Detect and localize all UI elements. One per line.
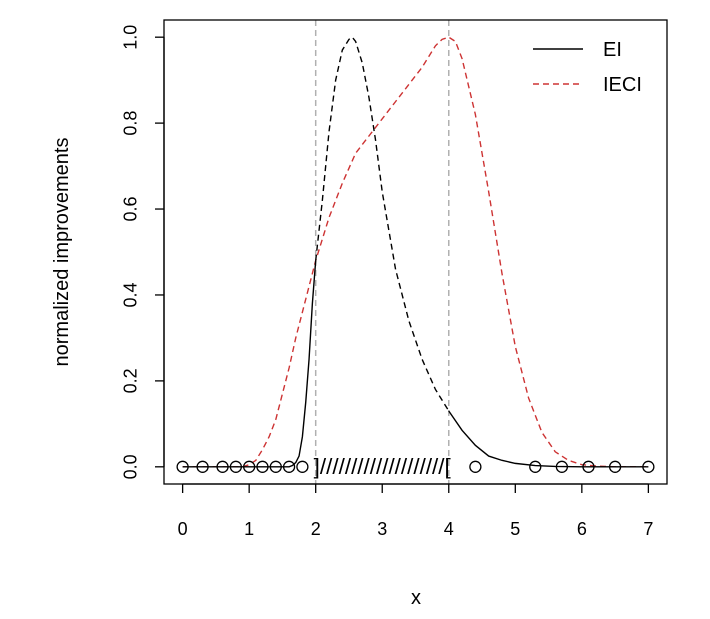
x-tick-label: 4 [444, 519, 454, 539]
data-point [256, 460, 269, 473]
legend: EI IECI [533, 39, 642, 96]
x-tick-label: 6 [577, 519, 587, 539]
y-tick-label: 0.2 [121, 368, 141, 393]
series-line-ei-dashed [315, 36, 450, 412]
x-tick-label: 5 [510, 519, 520, 539]
constraint-region: ]////////////////////[ [314, 454, 451, 479]
data-point [582, 460, 595, 473]
series-line-ei-left [182, 260, 317, 468]
x-axis: 0 1 2 3 4 5 6 7 [178, 483, 653, 539]
y-tick-label: 0.6 [121, 197, 141, 222]
x-tick-label: 7 [643, 519, 653, 539]
data-point [469, 460, 482, 473]
observation-points [176, 460, 655, 473]
data-point [176, 460, 189, 473]
series-line-ei-right [448, 410, 649, 468]
data-point [608, 460, 622, 473]
data-point [269, 460, 282, 473]
y-tick-label: 1.0 [121, 25, 141, 50]
data-point [296, 460, 309, 473]
legend-label-ei: EI [603, 39, 622, 61]
legend-label-ieci: IECI [603, 74, 642, 96]
y-axis-title: normalized improvements [51, 138, 73, 367]
y-tick-label: 0.0 [121, 454, 141, 479]
data-point [642, 460, 655, 473]
data-point [196, 460, 209, 473]
data-point [229, 460, 243, 473]
y-tick-label: 0.8 [121, 111, 141, 136]
data-point [216, 460, 229, 473]
data-point [243, 460, 256, 473]
x-tick-label: 1 [244, 519, 254, 539]
x-tick-label: 2 [311, 519, 321, 539]
reference-lines [314, 20, 450, 484]
y-tick-label: 0.4 [121, 282, 141, 307]
constraint-region-marks: ]////////////////////[ [314, 454, 451, 479]
data-point [282, 460, 296, 473]
data-point [529, 460, 542, 473]
x-tick-label: 0 [178, 519, 188, 539]
y-axis: 0.0 0.2 0.4 0.6 0.8 1.0 [121, 25, 165, 479]
series-line-ieci [182, 36, 649, 468]
series-lines [182, 36, 649, 468]
x-tick-label: 3 [377, 519, 387, 539]
x-axis-title: x [411, 587, 421, 609]
data-point [555, 460, 569, 473]
